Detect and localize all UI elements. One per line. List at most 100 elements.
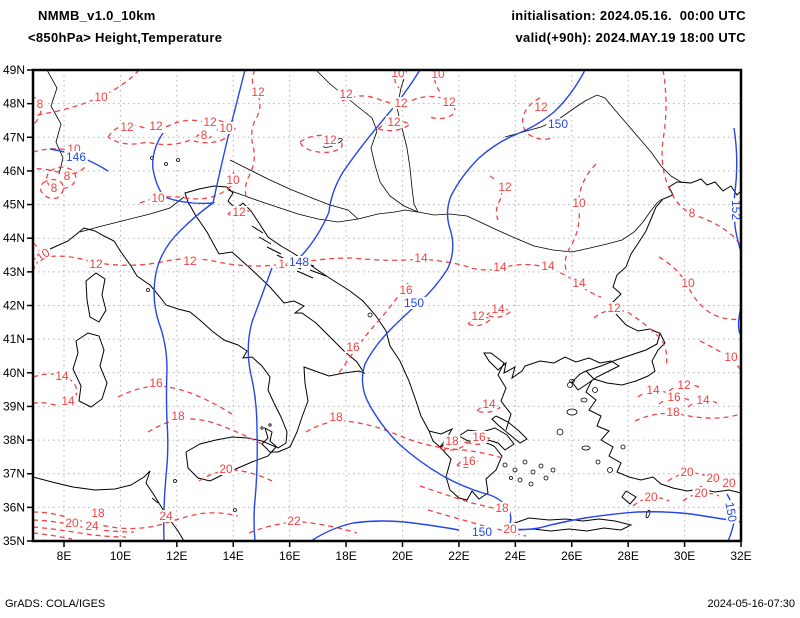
temperature-label-backing: [385, 116, 403, 128]
temperature-label-group: 14: [694, 393, 712, 407]
temperature-label-backing: [118, 121, 136, 133]
lat-tick-label: 48N: [3, 97, 25, 111]
temperature-label: 10: [94, 90, 108, 104]
temperature-label: 20: [680, 465, 694, 479]
temperature-label-group: 12: [605, 301, 623, 315]
temperature-label-backing: [720, 477, 738, 489]
temperature-label-group: 20: [678, 465, 696, 479]
island: [566, 408, 578, 416]
temperature-label: 8: [689, 206, 696, 220]
temperature-label: 18: [171, 409, 185, 423]
temperature-label-backing: [491, 261, 509, 273]
coastline: [309, 269, 327, 277]
temperature-contour: [198, 469, 273, 482]
island: [146, 288, 150, 292]
temperature-label: 14: [414, 251, 428, 265]
temperature-label-backing: [678, 466, 696, 478]
lat-tick-label: 47N: [3, 130, 25, 144]
coastline: [483, 352, 526, 431]
river: [315, 70, 663, 253]
temperature-label-backing: [199, 129, 209, 141]
temperature-label: 12: [471, 309, 485, 323]
height-label-backing: [723, 499, 739, 525]
height-label: 152: [729, 200, 743, 220]
temperature-label-group: 12: [201, 115, 219, 129]
temperature-label-backing: [59, 395, 77, 407]
temperature-label: 12: [607, 301, 621, 315]
temperature-label: 12: [394, 96, 408, 110]
temperature-label-group: 12: [392, 96, 410, 110]
temperature-label-group: 22: [285, 514, 303, 528]
island: [580, 397, 588, 403]
temperature-label: 8: [51, 181, 58, 195]
temperature-label: 12: [149, 119, 163, 133]
temperature-label-group: 14: [539, 259, 557, 273]
temperature-label: 16: [472, 430, 486, 444]
temperature-label-group: 16: [665, 390, 683, 404]
temperature-label-backing: [201, 116, 219, 128]
temperature-contour: [33, 70, 140, 117]
temperature-label-backing: [87, 258, 105, 270]
temperature-contour: [456, 458, 481, 469]
temperature-label: 22: [287, 514, 301, 528]
island: [517, 477, 523, 483]
temperature-label-group: 8: [62, 169, 72, 183]
island: [260, 426, 264, 430]
temperature-label-group: 16: [147, 376, 165, 390]
temperature-contour: [33, 255, 277, 267]
temperature-contour: [468, 436, 493, 445]
lon-tick-label: 14E: [223, 549, 244, 563]
temperature-contour: [699, 340, 741, 372]
temperature-label-group: 10: [33, 245, 54, 265]
lon-tick-label: 20E: [392, 549, 413, 563]
height-contour: [247, 267, 273, 541]
temperature-label-backing: [321, 134, 339, 146]
lat-tick-label: 46N: [3, 164, 25, 178]
grads-credit: GrADS: COLA/IGES: [5, 598, 106, 610]
temperature-contour: [338, 282, 409, 374]
lon-tick-label: 24E: [505, 549, 526, 563]
temperature-label-group: 10: [149, 191, 167, 205]
temperature-label: 12: [203, 115, 217, 129]
temperature-label-group: 8: [687, 206, 697, 220]
temperature-contour: [299, 134, 343, 154]
river: [229, 159, 359, 220]
temperature-label-backing: [157, 510, 175, 522]
temperature-label-backing: [687, 207, 697, 219]
temperature-label: 18: [666, 405, 680, 419]
lon-tick-label: 32E: [730, 549, 751, 563]
temperature-contour: [634, 412, 741, 422]
temperature-label-backing: [397, 284, 415, 296]
lat-tick-label: 38N: [3, 433, 25, 447]
height-label-backing: [287, 256, 311, 268]
coastline: [491, 415, 528, 444]
river: [46, 70, 64, 175]
temperature-label-backing: [392, 97, 410, 109]
coastlines: [33, 178, 741, 541]
temperature-contour: [658, 396, 690, 405]
coastline: [49, 185, 366, 453]
temperature-label-group: 8: [199, 128, 209, 142]
lon-tick-label: 28E: [617, 549, 638, 563]
temperature-label-backing: [53, 370, 71, 382]
height-label-backing: [546, 118, 570, 130]
temperature-label-backing: [480, 398, 498, 410]
temperature-label-backing: [694, 394, 712, 406]
temperature-label: 16: [149, 376, 163, 390]
height-label: 150: [548, 117, 568, 131]
temperature-label: 12: [442, 95, 456, 109]
height-contour: [293, 70, 421, 265]
temperature-label: 16: [462, 454, 476, 468]
temperature-label-backing: [722, 351, 740, 363]
temperature-label-backing: [217, 463, 235, 475]
coastline: [258, 236, 272, 245]
island: [512, 467, 518, 473]
temperature-label: 10: [219, 121, 233, 135]
height-label-backing: [730, 198, 741, 222]
temperature-label-group: 10: [429, 70, 447, 81]
height-label-group: 148: [287, 255, 311, 269]
coastline: [85, 272, 107, 323]
